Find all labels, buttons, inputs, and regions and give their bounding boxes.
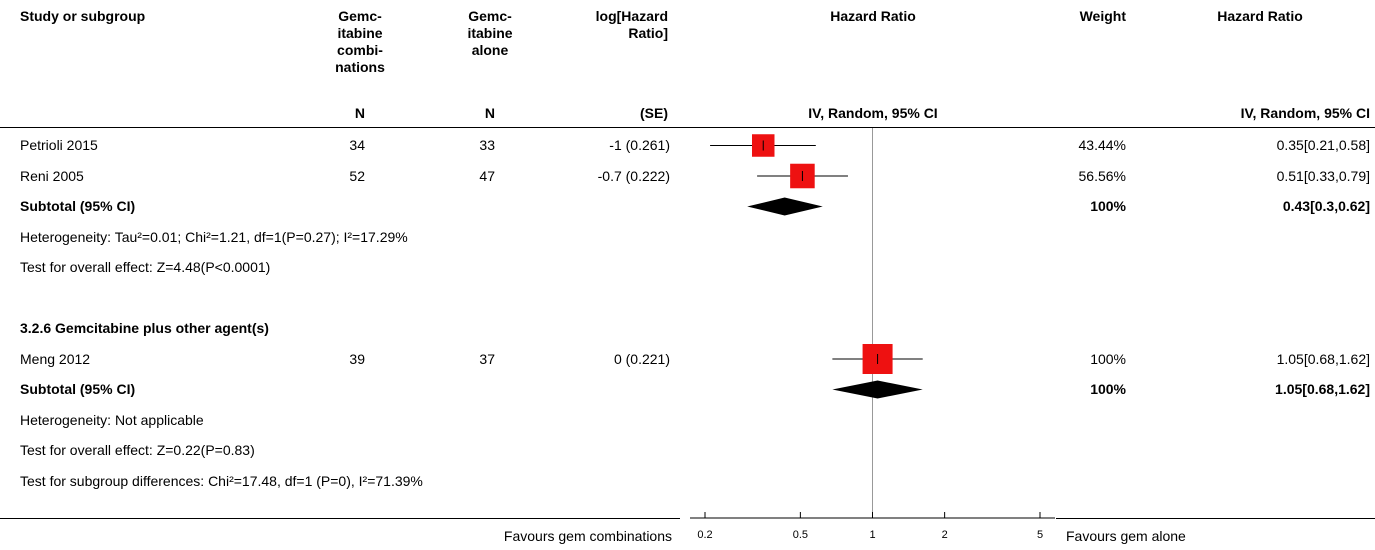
x-tick-label: 1 (869, 529, 875, 541)
log-hazard-ratio: 0 (0.221) (613, 350, 670, 367)
hazard-ratio-ci: 1.05[0.68,1.62] (1276, 350, 1370, 367)
subheader-se: (SE) (640, 105, 668, 121)
subtotal-diamond (747, 197, 823, 216)
n-control: 37 (479, 350, 495, 367)
subheader-n-control: N (484, 105, 495, 121)
weight-value: 100% (1090, 381, 1126, 397)
study-name: Reni 2005 (20, 167, 84, 184)
footnote-text: Test for subgroup differences: Chi²=17.4… (20, 472, 423, 489)
x-tick-label: 5 (1037, 529, 1043, 541)
n-experimental: 52 (349, 167, 365, 184)
hazard-ratio-ci: 0.43[0.3,0.62] (1282, 198, 1370, 214)
hazard-ratio-ci: 1.05[0.68,1.62] (1275, 381, 1370, 397)
log-hazard-ratio: -1 (0.261) (609, 137, 670, 153)
x-tick-label: 2 (942, 529, 948, 541)
favours-left-label: Favours gem combinations (503, 528, 672, 544)
header-hazard-ratio: Hazard Ratio (1217, 8, 1303, 24)
header-control: Gemc- itabine alone (467, 8, 513, 58)
hazard-ratio-ci: 0.35[0.21,0.58] (1276, 137, 1370, 153)
study-name: Petrioli 2015 (20, 137, 98, 153)
log-hazard-ratio: -0.7 (0.222) (597, 167, 670, 184)
x-tick-label: 0.2 (697, 529, 712, 541)
hazard-ratio-ci: 0.51[0.33,0.79] (1276, 167, 1370, 184)
header-study: Study or subgroup (20, 8, 146, 24)
footnote-text: Test for overall effect: Z=4.48(P<0.0001… (20, 259, 271, 275)
footer-divider-right (1056, 518, 1375, 519)
n-control: 33 (479, 137, 495, 153)
subheader-n-experimental: N (354, 105, 365, 121)
weight-value: 56.56% (1078, 167, 1126, 184)
header-log-hazard-ratio: log[Hazard Ratio] (595, 8, 668, 41)
weight-value: 43.44% (1078, 137, 1126, 153)
footnote-text: Heterogeneity: Not applicable (20, 411, 204, 428)
x-tick-label: 0.5 (793, 529, 808, 541)
subgroup-heading: 3.2.6 Gemcitabine plus other agent(s) (20, 320, 269, 336)
weight-value: 100% (1090, 350, 1126, 367)
footnote-text: Test for overall effect: Z=0.22(P=0.83) (20, 442, 255, 458)
subtotal-diamond (832, 380, 923, 399)
study-name: Subtotal (95% CI) (20, 381, 136, 397)
weight-value: 100% (1090, 198, 1126, 214)
study-name: Subtotal (95% CI) (20, 198, 136, 214)
n-control: 47 (479, 167, 495, 184)
header-divider (0, 127, 1375, 128)
study-name: Meng 2012 (20, 350, 91, 367)
subheader-plot-method: IV, Random, 95% CI (808, 105, 938, 121)
footer-divider-left (0, 518, 680, 519)
favours-right-label: Favours gem alone (1066, 528, 1186, 544)
header-weight: Weight (1079, 8, 1126, 24)
n-experimental: 39 (349, 350, 365, 367)
footnote-text: Heterogeneity: Tau²=0.01; Chi²=1.21, df=… (20, 228, 408, 245)
header-experimental: Gemc- itabine combi- nations (335, 8, 385, 75)
n-experimental: 34 (349, 137, 365, 153)
subheader-ci-method: IV, Random, 95% CI (1240, 105, 1370, 121)
header-plot-title: Hazard Ratio (830, 8, 916, 24)
